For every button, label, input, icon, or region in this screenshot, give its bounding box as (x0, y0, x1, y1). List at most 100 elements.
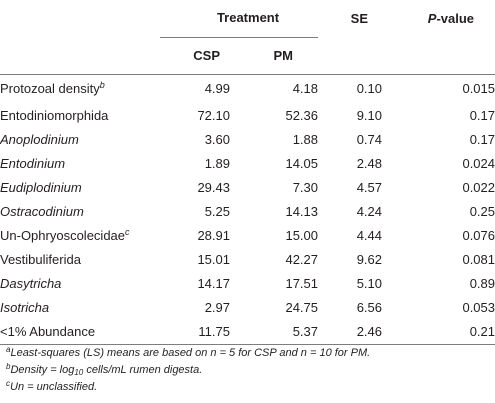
cell-pm: 14.05 (285, 156, 319, 171)
cell-pm: 1.88 (292, 132, 319, 147)
footnote-a-text: Least-squares (LS) means are based on n … (10, 347, 371, 359)
footnote-b-post: cells/mL rumen digesta. (83, 364, 203, 376)
cell-csp: 11.75 (160, 320, 230, 345)
header-pvalue-rest: -value (436, 11, 475, 26)
cell-p: 0.053 (462, 300, 495, 315)
cell-pm: 4.18 (292, 81, 319, 97)
row-name: Anoplodinium (0, 128, 160, 152)
cell-csp: 29.43 (197, 180, 230, 195)
row-name-text: <1% Abundance (0, 323, 96, 339)
cell-p: 0.21 (382, 320, 495, 345)
cell-p: 0.17 (469, 132, 495, 147)
cell-p: 0.015 (462, 81, 495, 97)
footnote-b-sub: 10 (74, 368, 84, 377)
cell-p: 0.081 (462, 252, 495, 267)
row-name-footnote-mark: c (125, 227, 130, 237)
cell-se: 0.10 (356, 81, 383, 97)
table-row: Vestibuliferida 15.01 42.27 9.62 0.081 (0, 248, 495, 272)
footnote-b-mark: b (6, 362, 11, 371)
row-name: Ostracodinium (0, 200, 160, 224)
cell-se: 0.74 (356, 132, 383, 147)
header-pm: PM (230, 36, 319, 75)
table-row: Anoplodinium 3.60 1.88 0.74 0.17 (0, 128, 495, 152)
row-name: Entodiniomorphida (0, 104, 160, 128)
cell-csp: 72.10 (197, 108, 230, 123)
cell-se: 5.10 (356, 276, 383, 291)
table-row: Entodiniomorphida 72.10 52.36 9.10 0.17 (0, 104, 495, 128)
cell-se: 4.57 (356, 180, 383, 195)
table-body: Protozoal densityb 4.99 4.18 0.10 0.015 Entod… (0, 74, 495, 345)
footnote-a: aLeast-squares (LS) means are based on n… (6, 345, 370, 362)
cell-p: 0.89 (469, 276, 495, 291)
cell-pm: 7.30 (292, 180, 319, 195)
table-row: Dasytricha 14.17 17.51 5.10 0.89 (0, 272, 495, 296)
cell-csp: 4.99 (204, 81, 230, 97)
cell-pm: 17.51 (285, 276, 319, 291)
cell-p: 0.022 (462, 180, 495, 195)
row-name-text: Isotricha (0, 300, 50, 315)
row-name-text: Protozoal density (0, 81, 100, 97)
row-name-text: Entodiniomorphida (0, 108, 109, 123)
footnote-c-text: Un = unclassified. (10, 381, 98, 393)
cell-pm: 14.13 (285, 204, 319, 219)
row-name-text: Un-Ophryoscolecidae (0, 228, 126, 243)
header-pvalue: P-value (382, 0, 495, 75)
row-name-text: Dasytricha (0, 276, 62, 291)
table-row: Entodinium 1.89 14.05 2.48 0.024 (0, 152, 495, 176)
table-row: <1% Abundance 11.75 5.37 2.46 0.21 (0, 320, 495, 345)
cell-se: 2.46 (318, 320, 383, 345)
row-name: Protozoal densityb (0, 74, 160, 104)
header-se: SE (318, 0, 383, 75)
cell-p: 0.25 (469, 204, 495, 219)
footnote-a-mark: a (6, 345, 11, 354)
cell-csp: 3.60 (204, 132, 230, 147)
table-row: Un-Ophryoscolecidaec 28.91 15.00 4.44 0.076 (0, 224, 495, 248)
row-name-footnote-mark: b (99, 80, 105, 91)
cell-se: 4.24 (356, 204, 383, 219)
row-name: Vestibuliferida (0, 248, 160, 272)
header-csp: CSP (160, 36, 230, 75)
header-blank-2 (0, 37, 160, 75)
cell-csp: 14.17 (197, 276, 230, 291)
cell-pm: 15.00 (285, 228, 319, 243)
cell-pm: 52.36 (285, 108, 319, 123)
cell-csp: 1.89 (204, 156, 230, 171)
cell-se: 9.62 (356, 252, 383, 267)
footnote-c: cUn = unclassified. (6, 379, 370, 396)
cell-se: 2.48 (356, 156, 383, 171)
cell-pm: 5.37 (230, 320, 319, 345)
row-name: Eudiplodinium (0, 176, 160, 200)
row-name: Isotricha (0, 296, 160, 320)
footnote-c-mark: c (6, 379, 10, 388)
cell-pm: 24.75 (285, 300, 319, 315)
results-table: Treatment SE P-value CSP PM Protozoal de… (0, 0, 495, 345)
cell-pm: 42.27 (285, 252, 319, 267)
table-row: Protozoal densityb 4.99 4.18 0.10 0.015 (0, 74, 495, 104)
row-name-text: Vestibuliferida (0, 252, 81, 267)
row-name: <1% Abundance (0, 320, 160, 345)
row-name-text: Anoplodinium (0, 132, 79, 147)
footnote-b: bDensity = log10 cells/mL rumen digesta. (6, 362, 370, 379)
header-blank (0, 0, 160, 37)
row-name-text: Ostracodinium (0, 204, 84, 219)
cell-p: 0.024 (462, 156, 495, 171)
cell-se: 4.44 (356, 228, 383, 243)
cell-csp: 15.01 (197, 252, 230, 267)
cell-p: 0.17 (469, 108, 495, 123)
cell-csp: 28.91 (197, 228, 230, 243)
results-table-container: Treatment SE P-value CSP PM Protozoal de… (0, 0, 495, 345)
table-row: Isotricha 2.97 24.75 6.56 0.053 (0, 296, 495, 320)
cell-p: 0.076 (462, 228, 495, 243)
table-row: Ostracodinium 5.25 14.13 4.24 0.25 (0, 200, 495, 224)
footnotes: aLeast-squares (LS) means are based on n… (6, 345, 370, 396)
row-name: Un-Ophryoscolecidaec (0, 224, 160, 248)
header-treatment: Treatment (216, 10, 280, 26)
row-name-text: Entodinium (0, 156, 66, 171)
row-name-text: Eudiplodinium (0, 180, 82, 195)
table-header: Treatment SE P-value CSP PM (0, 0, 495, 75)
table-row: Eudiplodinium 29.43 7.30 4.57 0.022 (0, 176, 495, 200)
cell-se: 9.10 (356, 108, 383, 123)
cell-csp: 5.25 (204, 204, 230, 219)
footnote-b-pre: Density = log (10, 364, 75, 376)
cell-se: 6.56 (356, 300, 383, 315)
